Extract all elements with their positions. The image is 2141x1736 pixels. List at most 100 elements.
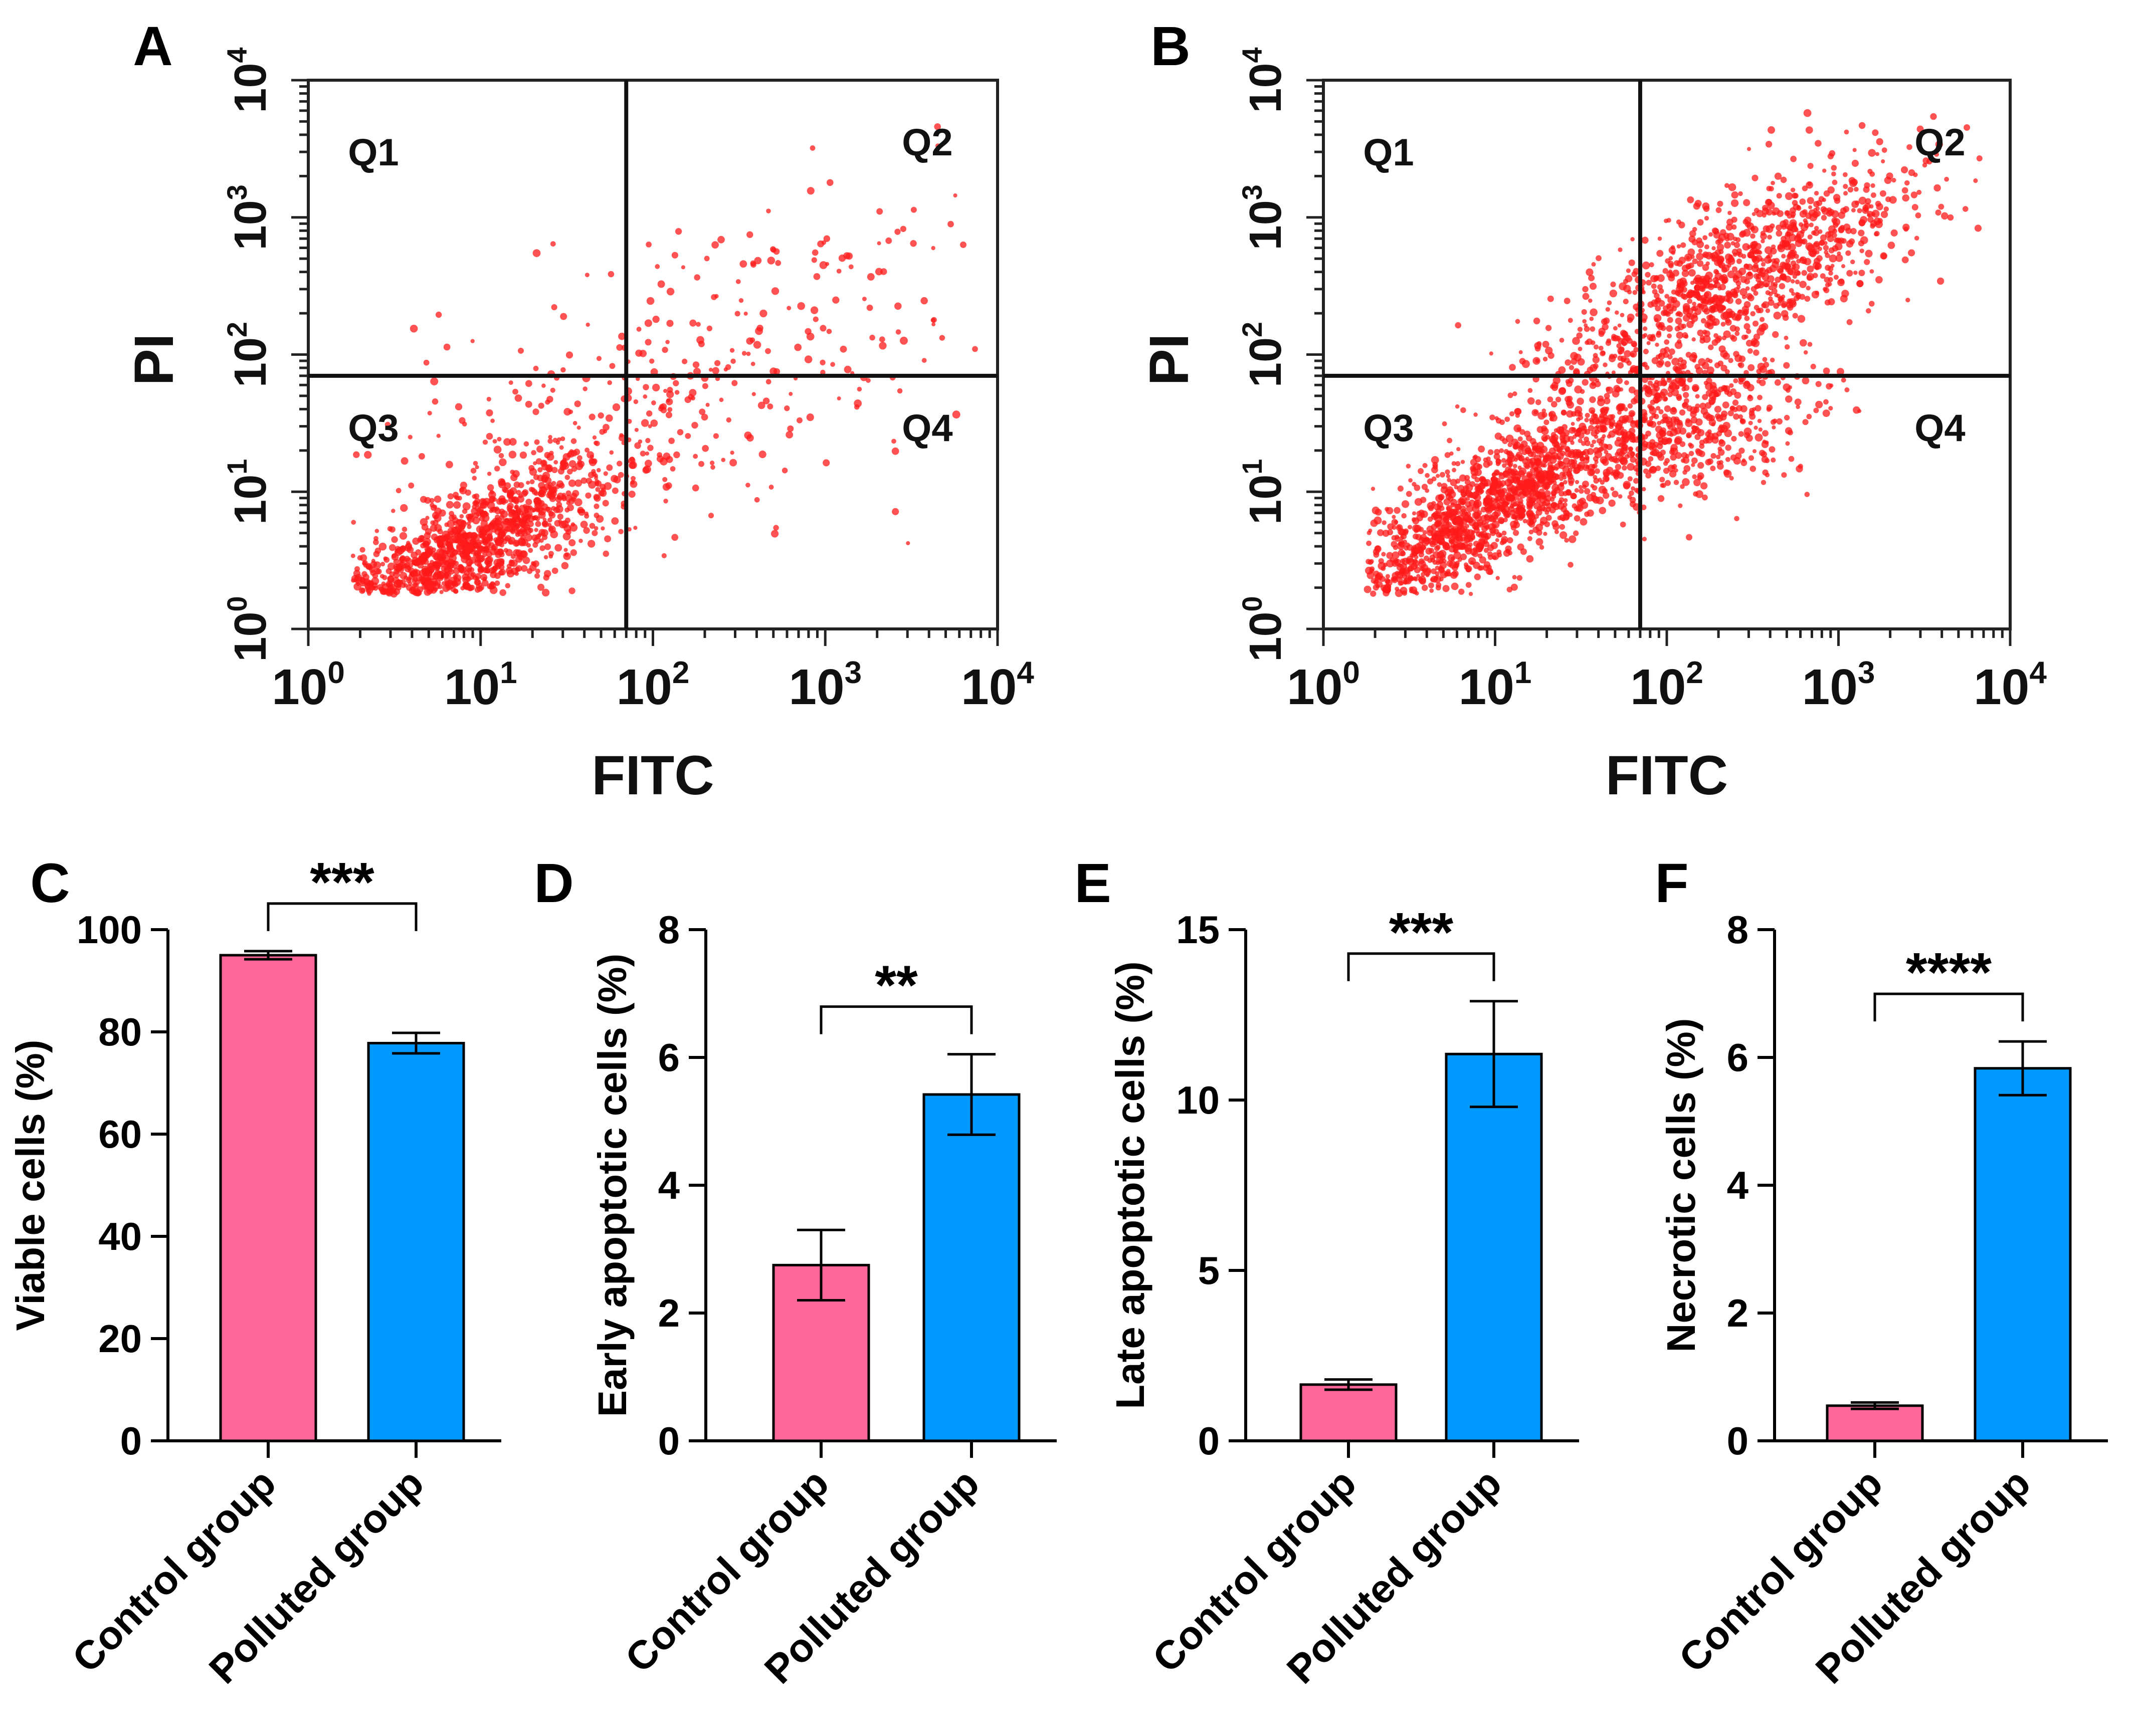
event-dot — [448, 569, 455, 575]
event-dot — [1460, 537, 1465, 542]
event-dot — [552, 438, 558, 443]
event-dot — [1725, 224, 1733, 231]
event-dot — [1612, 390, 1620, 398]
event-dot — [1435, 585, 1441, 591]
y-axis-title: PI — [123, 334, 185, 386]
event-dot — [1670, 245, 1675, 250]
event-dot — [487, 472, 492, 476]
event-dot — [1472, 551, 1479, 557]
event-dot — [1675, 452, 1682, 459]
event-dot — [525, 400, 532, 408]
event-dot — [418, 453, 425, 460]
event-dot — [1572, 435, 1577, 439]
event-dot — [589, 458, 597, 467]
event-dot — [1642, 537, 1647, 542]
event-dot — [524, 508, 529, 513]
event-dot — [1474, 573, 1481, 580]
event-dot — [1843, 172, 1848, 177]
quadrant-label-q2: Q2 — [1914, 121, 1965, 164]
event-dot — [1904, 180, 1910, 186]
event-dot — [441, 565, 447, 571]
event-dot — [1537, 478, 1543, 484]
event-dot — [475, 465, 479, 470]
event-dot — [900, 226, 907, 232]
event-dot — [1527, 397, 1535, 405]
event-dot — [1804, 223, 1810, 229]
event-dot — [1809, 223, 1814, 228]
event-dot — [1710, 453, 1716, 459]
event-dot — [1715, 239, 1721, 245]
panel-letter-a: A — [133, 16, 172, 77]
quadrant-label-q3: Q3 — [1363, 407, 1414, 450]
event-dot — [1600, 440, 1604, 445]
event-dot — [1433, 504, 1441, 511]
event-dot — [526, 543, 531, 548]
event-dot — [1401, 500, 1410, 508]
event-dot — [1795, 279, 1800, 285]
event-dot — [627, 527, 632, 532]
event-dot — [543, 522, 547, 527]
event-dot — [759, 309, 767, 318]
event-dot — [439, 509, 446, 517]
event-dot — [633, 526, 638, 530]
event-dot — [509, 518, 516, 525]
event-dot — [1682, 478, 1690, 486]
event-dot — [1770, 357, 1775, 363]
event-dot — [1453, 541, 1460, 549]
event-dot — [535, 521, 541, 527]
event-dot — [1823, 245, 1829, 251]
event-dot — [1464, 475, 1470, 481]
event-dot — [1680, 363, 1687, 370]
event-dot — [583, 527, 590, 534]
event-dot — [1545, 325, 1552, 331]
event-dot — [1688, 262, 1694, 269]
event-dot — [1519, 429, 1525, 435]
event-dot — [1841, 290, 1849, 298]
event-dot — [619, 434, 626, 442]
event-dot — [1833, 222, 1839, 228]
event-dot — [1627, 476, 1633, 482]
event-dot — [1395, 571, 1400, 576]
event-dot — [1474, 477, 1480, 483]
event-dot — [1441, 527, 1447, 534]
event-dot — [972, 346, 978, 352]
y-tick-label: 8 — [1727, 908, 1748, 952]
event-dot — [1716, 244, 1724, 251]
event-dot — [1598, 486, 1607, 494]
event-dot — [460, 586, 465, 591]
event-dot — [1663, 468, 1670, 474]
event-dot — [498, 480, 506, 489]
event-dot — [433, 572, 441, 580]
event-dot — [1687, 298, 1693, 304]
event-dot — [423, 572, 430, 579]
event-dot — [434, 579, 441, 586]
event-dot — [515, 532, 520, 537]
event-dot — [854, 404, 860, 410]
event-dot — [1708, 344, 1714, 350]
event-dot — [537, 583, 545, 591]
event-dot — [1741, 334, 1747, 340]
x-tick-label: 104 — [1974, 656, 2047, 715]
event-dot — [1585, 412, 1590, 418]
event-dot — [1455, 478, 1461, 484]
event-dot — [1814, 210, 1821, 217]
event-dot — [885, 237, 892, 244]
event-dot — [702, 383, 708, 389]
event-dot — [1527, 388, 1533, 393]
y-tick-label: 6 — [1727, 1035, 1748, 1079]
event-dot — [1562, 475, 1567, 480]
event-dot — [1747, 348, 1753, 354]
x-axis-title: FITC — [592, 745, 714, 806]
event-dot — [1396, 576, 1403, 583]
event-dot — [797, 417, 803, 423]
event-dot — [1690, 416, 1698, 424]
event-dot — [1375, 574, 1381, 580]
event-dot — [1749, 466, 1757, 472]
event-dot — [1614, 439, 1622, 447]
event-dot — [1785, 210, 1790, 215]
event-dot — [568, 460, 576, 468]
event-dot — [578, 538, 583, 543]
event-dot — [1584, 323, 1588, 328]
event-dot — [1408, 478, 1413, 483]
event-dot — [603, 550, 610, 557]
